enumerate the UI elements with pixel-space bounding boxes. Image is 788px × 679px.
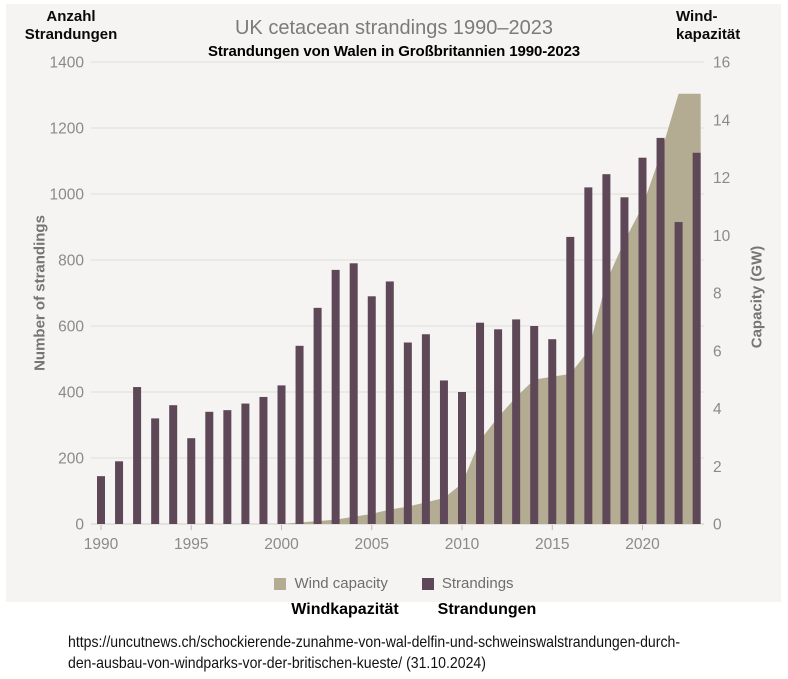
right-axis-title-line1: Wind- — [676, 8, 718, 25]
right-axis-tick-label-6: 6 — [713, 343, 722, 360]
x-tick-label-2005: 2005 — [355, 536, 389, 553]
left-axis-title-line1: Anzahl — [46, 8, 96, 25]
strandings-bar-2017 — [584, 187, 593, 524]
strandings-bar-2016 — [566, 236, 575, 524]
strandings-bar-2020 — [638, 157, 647, 524]
strandings-bar-1993 — [151, 418, 160, 524]
source-caption-line2: den-ausbau-von-windparks-vor-der-britisc… — [68, 655, 486, 672]
x-tick-label-2010: 2010 — [445, 536, 480, 553]
strandings-bar-2013 — [512, 319, 521, 524]
left-axis-tick-label-800: 800 — [58, 253, 84, 270]
strandings-bar-2011 — [476, 322, 485, 524]
legend-item-strandings: Strandings — [421, 575, 514, 592]
strandings-bar-2003 — [331, 269, 340, 524]
left-axis-title: Anzahl Strandungen — [14, 8, 128, 44]
legend-item-wind-capacity: Wind capacity — [274, 575, 388, 592]
legend-strandings-label-german: Strandungen — [437, 601, 537, 618]
strandings-bar-2023 — [692, 152, 701, 524]
left-axis-tick-label-200: 200 — [58, 451, 84, 468]
left-axis-tick-label-400: 400 — [58, 385, 84, 402]
x-tick-label-1990: 1990 — [84, 536, 119, 553]
strandings-bar-2019 — [620, 197, 629, 525]
strandings-bar-2014 — [530, 326, 539, 524]
strandings-bar-2004 — [349, 263, 358, 524]
legend-strandings-label: Strandings — [441, 575, 514, 592]
chart-title: UK cetacean strandings 1990–2023 — [234, 17, 553, 39]
strandings-bar-1992 — [133, 387, 142, 524]
strandings-bar-2001 — [295, 345, 304, 524]
strandings-bar-1999 — [259, 396, 268, 524]
x-tick-label-1995: 1995 — [174, 536, 208, 553]
strandings-bar-1997 — [223, 410, 232, 524]
strandings-bar-2009 — [439, 380, 448, 524]
strandings-bar-1991 — [115, 461, 124, 524]
strandings-bar-2010 — [458, 392, 466, 524]
chart-subtitle: Strandungen von Walen in Großbritannien … — [207, 43, 581, 60]
x-tick-label-2015: 2015 — [535, 536, 569, 553]
right-axis-tick-label-10: 10 — [713, 228, 731, 245]
legend-wind-capacity-label: Wind capacity — [294, 575, 388, 592]
strandings-bar-1995 — [187, 438, 196, 524]
strandings-bar-2002 — [313, 307, 322, 524]
strandings-bar-2015 — [548, 339, 557, 524]
left-axis-tick-label-600: 600 — [58, 319, 84, 336]
left-axis-tick-label-1200: 1200 — [50, 121, 85, 138]
strandings-bar-2007 — [403, 342, 412, 524]
strandings-bar-2012 — [494, 329, 503, 524]
strandings-bar-2005 — [367, 296, 376, 524]
wind-capacity-swatch-icon — [274, 577, 287, 590]
x-tick-label-2020: 2020 — [625, 536, 660, 553]
right-axis-tick-label-8: 8 — [713, 286, 722, 303]
x-tick-label-2000: 2000 — [264, 536, 299, 553]
right-axis-tick-label-16: 16 — [713, 55, 730, 72]
source-caption: https://uncutnews.ch/schockierende-zunah… — [68, 632, 680, 674]
strandings-bar-2008 — [421, 334, 430, 524]
left-axis-tick-label-1400: 1400 — [50, 55, 85, 72]
strandings-bar-2000 — [277, 385, 286, 524]
strandings-bar-1994 — [169, 405, 178, 524]
source-caption-line1: https://uncutnews.ch/schockierende-zunah… — [68, 634, 681, 651]
strandings-bar-1998 — [241, 403, 250, 524]
strandings-bar-2018 — [602, 174, 611, 524]
right-axis-tick-label-2: 2 — [713, 459, 722, 476]
left-axis-tick-label-1000: 1000 — [50, 187, 85, 204]
legend-wind-capacity-label-german: Windkapazität — [291, 601, 399, 618]
right-axis-tick-label-14: 14 — [713, 112, 731, 129]
right-axis-tick-label-12: 12 — [713, 170, 730, 187]
strandings-bar-1996 — [205, 411, 214, 524]
strandings-bar-2006 — [385, 281, 394, 524]
chart-legend: Wind capacity Strandings — [0, 575, 788, 592]
left-axis-title-line2: Strandungen — [24, 26, 118, 43]
right-axis-tick-label-0: 0 — [713, 517, 722, 534]
left-axis-tick-label-0: 0 — [75, 517, 84, 534]
right-axis-tick-label-4: 4 — [713, 401, 722, 418]
right-axis-title-line2: kapazität — [676, 26, 741, 43]
strandings-bar-1990 — [97, 476, 105, 524]
strandings-swatch-icon — [421, 577, 434, 590]
strandings-bar-2022 — [674, 222, 683, 525]
right-axis-title: Wind- kapazität — [676, 8, 740, 44]
strandings-bar-2021 — [656, 137, 665, 524]
